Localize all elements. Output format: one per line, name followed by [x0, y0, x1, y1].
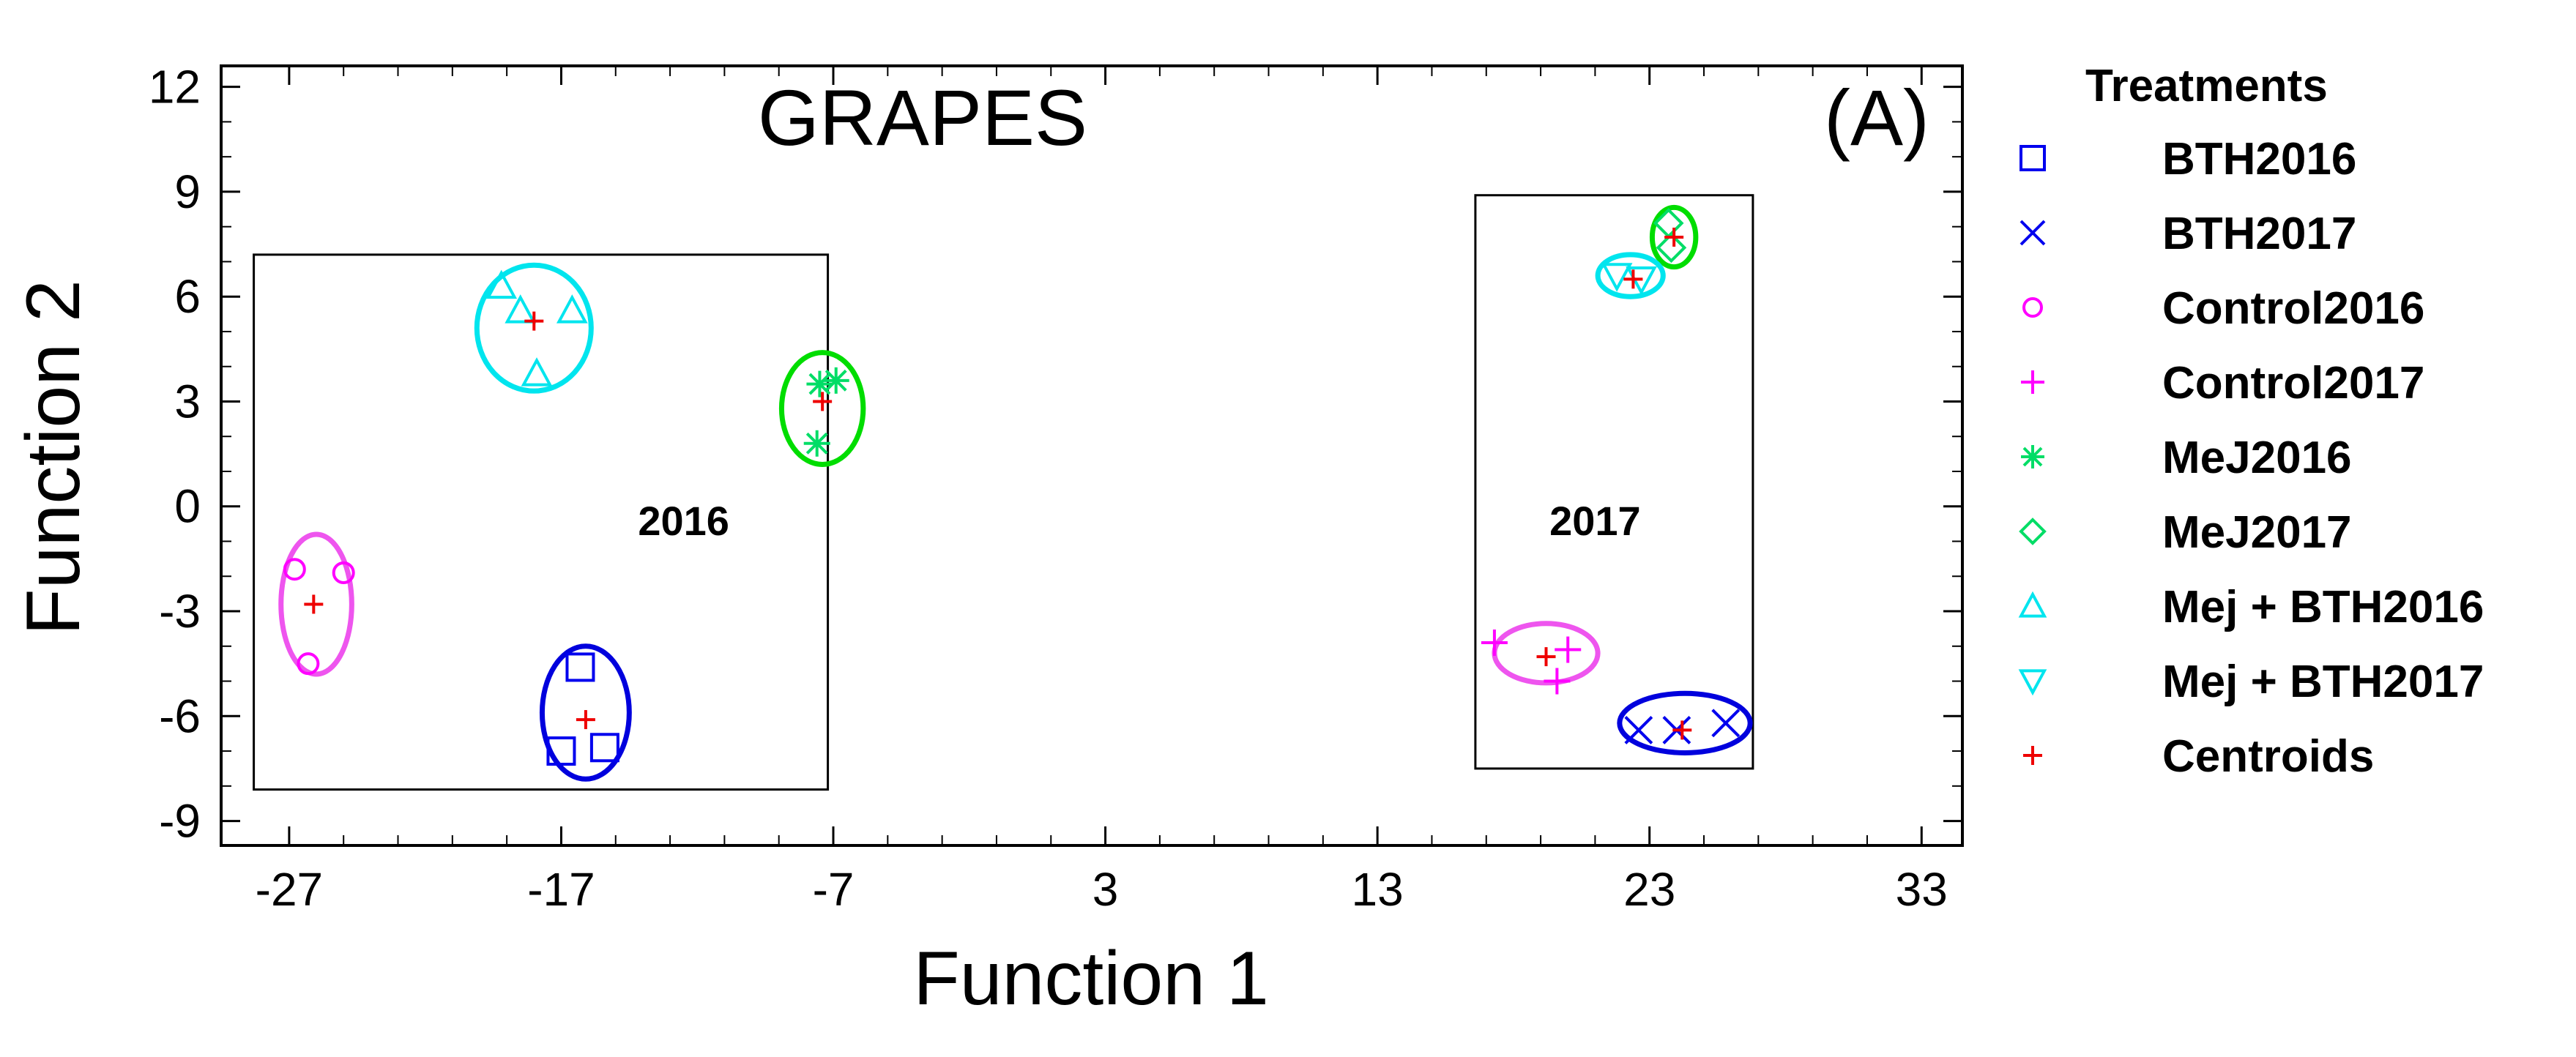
legend-title: Treatments [2085, 61, 2328, 111]
legend-marker-centroids [2023, 746, 2042, 765]
bth2017-ellipse [1617, 690, 1753, 755]
legend-label-bth2016: BTH2016 [2162, 134, 2356, 184]
y-tick-label: 9 [174, 165, 201, 218]
point-mejbth2017 [1601, 263, 1633, 292]
x-tick-label: -27 [256, 863, 324, 916]
point-control2016 [297, 652, 320, 676]
legend-label-mejbth2016: Mej + BTH2016 [2162, 582, 2484, 632]
centroid-point [576, 710, 595, 730]
legend-marker-mej2017 [2019, 518, 2047, 545]
chart-title: GRAPES [758, 73, 1087, 162]
panel-tag: (A) [1824, 73, 1929, 162]
legend-label-centroids: Centroids [2162, 731, 2374, 782]
centroid-point [1672, 720, 1692, 740]
legend-marker-mejbth2017 [2018, 669, 2047, 696]
group-label-2016: 2016 [638, 498, 729, 544]
x-tick-label: 33 [1896, 863, 1948, 916]
legend-marker-bth2016 [2020, 145, 2046, 171]
point-bth2017 [1624, 715, 1653, 744]
legend-label-control2017: Control2017 [2162, 358, 2424, 408]
legend-marker-mejbth2016 [2018, 591, 2047, 618]
legend-marker-control2017 [2021, 370, 2044, 394]
centroid-point [304, 594, 324, 614]
point-control2016 [332, 561, 355, 584]
y-tick-label: 3 [174, 375, 201, 427]
centroid-point [1536, 647, 1556, 667]
point-bth2016 [565, 652, 595, 682]
legend-label-mej2016: MeJ2016 [2162, 433, 2352, 483]
point-control2016 [283, 558, 306, 581]
y-tick-label: -6 [159, 690, 201, 742]
y-tick-label: -9 [159, 795, 201, 848]
centroid-point [813, 392, 833, 411]
x-axis-label: Function 1 [913, 936, 1269, 1021]
point-mej2017 [1656, 232, 1687, 264]
group-box-2016 [253, 253, 830, 791]
point-bth2016 [546, 736, 576, 766]
y-tick-label: 6 [174, 270, 201, 323]
point-mejbth2016 [521, 357, 553, 386]
y-tick-label: 0 [174, 480, 201, 533]
mejbth2016-ellipse [474, 262, 594, 394]
mej2016-ellipse [778, 350, 866, 467]
mejbth2017-ellipse [1595, 252, 1666, 299]
legend-label-control2016: Control2016 [2162, 283, 2424, 334]
x-tick-label: 3 [1092, 863, 1119, 916]
point-bth2017 [1711, 709, 1741, 738]
x-tick-label: 13 [1352, 863, 1404, 916]
legend-label-mejbth2017: Mej + BTH2017 [2162, 657, 2484, 707]
point-bth2016 [589, 733, 619, 763]
legend-marker-control2016 [2022, 297, 2043, 318]
y-tick-label: -3 [159, 585, 201, 638]
y-axis-label: Function 2 [11, 280, 96, 635]
centroid-point [1664, 228, 1684, 247]
group-box-2017 [1474, 194, 1754, 770]
legend-marker-mej2016 [2021, 445, 2044, 468]
legend-marker-bth2017 [2020, 220, 2046, 246]
centroid-point [1623, 269, 1643, 289]
plot-frame [220, 64, 1964, 847]
point-control2017 [1544, 668, 1571, 695]
point-control2017 [1481, 630, 1508, 657]
legend-label-mej2017: MeJ2017 [2162, 507, 2352, 558]
point-control2017 [1555, 636, 1582, 663]
point-mejbth2016 [556, 294, 588, 324]
point-mej2016 [803, 430, 830, 457]
bth2016-ellipse [539, 643, 632, 782]
legend-label-bth2017: BTH2017 [2162, 209, 2356, 259]
point-mejbth2016 [505, 294, 537, 324]
point-mejbth2016 [485, 269, 518, 299]
y-tick-label: 12 [149, 61, 201, 113]
group-label-2017: 2017 [1549, 498, 1641, 544]
x-tick-label: 23 [1623, 863, 1675, 916]
mej2017-ellipse [1649, 204, 1699, 270]
point-mej2016 [806, 370, 833, 397]
centroid-point [524, 311, 544, 331]
x-tick-label: -7 [813, 863, 855, 916]
x-tick-label: -17 [527, 863, 595, 916]
point-mej2016 [822, 367, 849, 394]
control2016-ellipse [278, 531, 354, 677]
